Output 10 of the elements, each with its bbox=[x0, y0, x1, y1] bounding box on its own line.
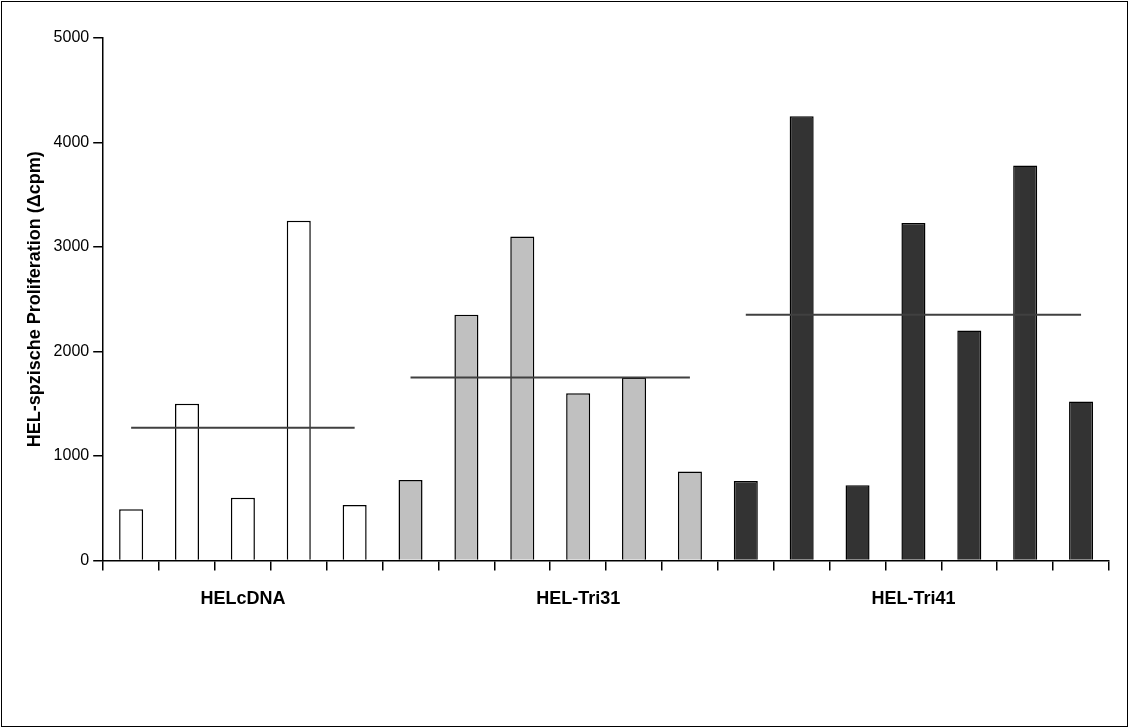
y-tick-label: 4000 bbox=[53, 132, 90, 150]
x-tick-label: HEL-Tri31 bbox=[536, 588, 621, 609]
y-axis-title: HEL-spzische Proliferation (Δcpm) bbox=[23, 151, 44, 448]
y-tick-label: 0 bbox=[80, 550, 90, 568]
y-tick-label: 5000 bbox=[53, 28, 90, 46]
y-tick-label: 1000 bbox=[53, 446, 90, 464]
x-tick-label: HELcDNA bbox=[200, 588, 286, 609]
y-tick-label: 3000 bbox=[53, 237, 90, 255]
y-tick-label: 2000 bbox=[53, 341, 90, 359]
x-tick-label: HEL-Tri41 bbox=[871, 588, 956, 609]
